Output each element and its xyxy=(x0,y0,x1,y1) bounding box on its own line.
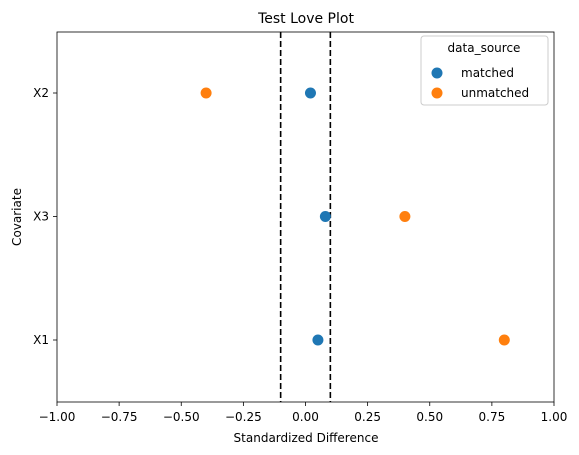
legend-marker-unmatched xyxy=(431,87,443,99)
x-tick-label: −0.50 xyxy=(163,410,200,424)
chart-title: Test Love Plot xyxy=(257,11,354,27)
y-tick-label: X1 xyxy=(33,333,49,347)
x-tick-label: −1.00 xyxy=(39,410,76,424)
point-matched-x3 xyxy=(319,211,331,222)
x-tick-label: 0.50 xyxy=(416,410,443,424)
point-unmatched-x2 xyxy=(200,87,212,99)
y-tick-label: X3 xyxy=(33,210,49,224)
legend-box xyxy=(420,35,549,106)
legend-label-unmatched: unmatched xyxy=(461,86,529,100)
y-axis-label: Covariate xyxy=(10,188,24,246)
point-unmatched-x3 xyxy=(399,211,411,222)
legend-title: data_source xyxy=(448,41,521,55)
legend-marker-matched xyxy=(431,67,443,79)
x-tick-label: 0.75 xyxy=(479,410,506,424)
x-axis-label: Standardized Difference xyxy=(234,431,379,445)
x-tick-label: −0.75 xyxy=(101,410,138,424)
x-tick-label: 1.00 xyxy=(541,410,568,424)
point-matched-x2 xyxy=(304,87,316,99)
legend-entries: matched unmatched xyxy=(431,66,529,100)
point-unmatched-x1 xyxy=(498,334,510,346)
x-tick-label: −0.25 xyxy=(225,410,262,424)
x-axis-ticks: −1.00 −0.75 −0.50 −0.25 0.00 0.25 0.50 0.75 1.00 xyxy=(39,402,568,424)
y-tick-label: X2 xyxy=(33,86,49,100)
legend: data_source matched unmatched xyxy=(420,35,549,106)
y-axis-ticks: X2 X3 X1 xyxy=(33,86,57,347)
point-matched-x1 xyxy=(312,334,324,346)
legend-label-matched: matched xyxy=(461,66,514,80)
x-tick-label: 0.25 xyxy=(354,410,381,424)
data-points xyxy=(200,87,510,346)
x-tick-label: 0.00 xyxy=(292,410,319,424)
